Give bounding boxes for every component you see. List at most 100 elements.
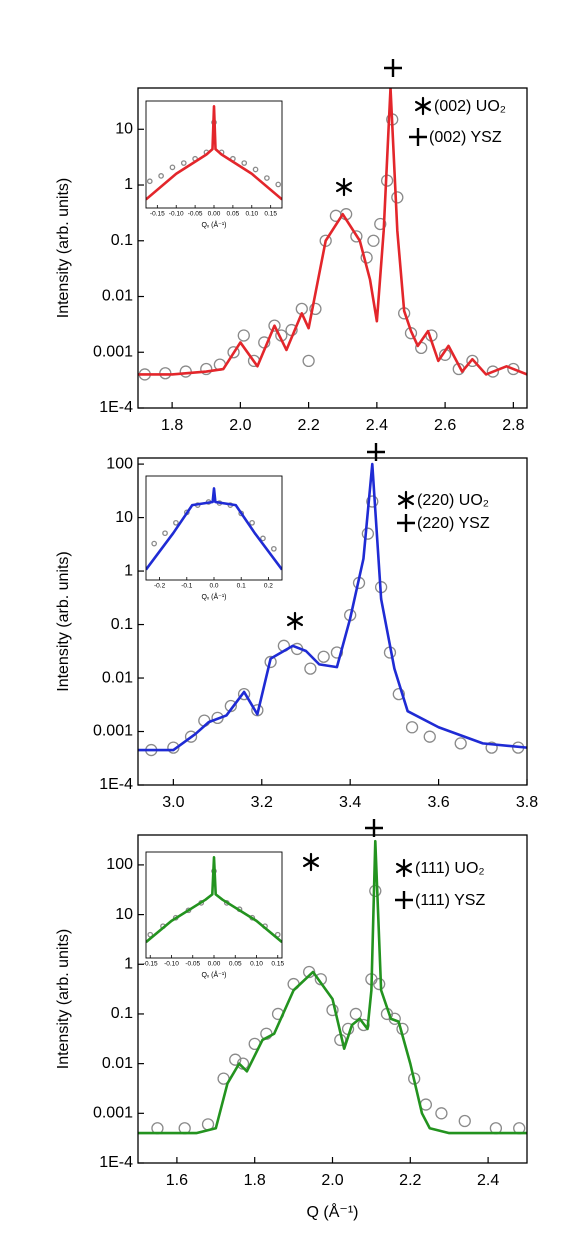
data-point xyxy=(466,354,479,368)
y-tick-label: 1 xyxy=(124,562,133,579)
data-point xyxy=(227,346,240,359)
data-point xyxy=(458,1114,471,1128)
data-point xyxy=(264,655,277,669)
asterisk-stroke xyxy=(395,862,413,874)
x-tick-label: 3.6 xyxy=(427,794,449,811)
x-tick-label: 3.2 xyxy=(251,794,273,811)
inset-x-tick-label: -0.15 xyxy=(150,211,165,218)
fit-line xyxy=(146,105,282,201)
inset-x-tick-label: -0.10 xyxy=(164,961,179,968)
annotation-label: (111) YSZ xyxy=(415,892,485,909)
data-point xyxy=(249,519,255,526)
x-tick-label: 2.2 xyxy=(297,417,319,434)
data-point xyxy=(162,530,168,537)
data-point xyxy=(366,495,379,508)
inset-x-tick-label: 0.05 xyxy=(227,211,240,218)
data-point xyxy=(179,365,192,378)
y-tick-label: 1E-4 xyxy=(99,776,133,793)
y-tick-label: 10 xyxy=(115,906,133,923)
data-point xyxy=(241,160,248,166)
data-point xyxy=(302,354,315,368)
data-point xyxy=(169,164,176,171)
data-point xyxy=(373,977,386,991)
data-point xyxy=(158,173,164,179)
data-point xyxy=(388,1012,401,1025)
inset-x-tick-label: 0.05 xyxy=(229,961,242,968)
data-point xyxy=(374,217,387,231)
x-axis-label: Q (Å⁻¹) xyxy=(307,1202,359,1221)
inset-x-axis-label: Qₓ (Å⁻¹) xyxy=(201,592,226,601)
x-tick-label: 1.8 xyxy=(244,1172,266,1189)
x-tick-label: 2.8 xyxy=(502,417,524,434)
data-point xyxy=(309,302,322,316)
x-tick-label: 1.6 xyxy=(166,1172,188,1189)
inset-x-tick-label: -0.1 xyxy=(181,583,193,590)
asterisk-stroke xyxy=(397,494,415,506)
data-point xyxy=(275,181,282,188)
data-point xyxy=(252,166,259,173)
cross-symbol xyxy=(384,59,402,77)
data-point xyxy=(485,741,498,754)
inset-x-tick-label: 0.2 xyxy=(264,583,273,590)
y-tick-label: 10 xyxy=(115,509,133,526)
annotation-label: (002) UO₂ xyxy=(434,98,506,115)
data-point xyxy=(151,540,158,547)
y-tick-label: 10 xyxy=(115,120,133,137)
y-axis-label: Intensity (arb. units) xyxy=(55,929,72,1070)
inset-x-tick-label: -0.10 xyxy=(169,211,184,218)
data-point xyxy=(237,329,250,342)
inset-x-tick-label: -0.15 xyxy=(143,961,158,968)
inset-x-tick-label: 0.10 xyxy=(245,211,258,218)
x-tick-label: 3.4 xyxy=(339,794,361,811)
y-tick-label: 0.001 xyxy=(93,343,133,360)
data-point xyxy=(349,1007,362,1021)
inset-frame xyxy=(145,475,283,581)
data-point xyxy=(454,737,467,750)
fit-line xyxy=(146,856,282,944)
data-point xyxy=(237,687,251,701)
data-point xyxy=(392,687,405,701)
y-tick-label: 0.01 xyxy=(102,1055,133,1072)
asterisk-symbol xyxy=(395,858,413,878)
y-tick-label: 0.01 xyxy=(102,669,133,686)
inset-x-tick-label: 0.15 xyxy=(264,211,277,218)
data-point xyxy=(423,730,436,743)
x-tick-label: 3.8 xyxy=(516,794,538,811)
data-point xyxy=(260,535,266,542)
x-tick-label: 3.0 xyxy=(162,794,184,811)
y-tick-label: 0.1 xyxy=(111,1005,133,1022)
data-point xyxy=(391,191,404,204)
asterisk-symbol xyxy=(286,611,304,631)
y-tick-label: 0.1 xyxy=(111,232,133,249)
data-point xyxy=(184,730,198,743)
data-point xyxy=(173,519,179,526)
data-point xyxy=(304,662,317,675)
x-tick-label: 2.4 xyxy=(477,1172,499,1189)
x-tick-label: 2.4 xyxy=(366,417,388,434)
data-point xyxy=(264,175,270,181)
asterisk-symbol xyxy=(414,96,432,116)
y-axis-label: Intensity (arb. units) xyxy=(55,178,72,319)
x-tick-label: 2.6 xyxy=(434,417,456,434)
annotation-label: (220) UO₂ xyxy=(417,492,489,509)
inset-x-tick-label: -0.05 xyxy=(185,961,200,968)
x-tick-label: 1.8 xyxy=(161,417,183,434)
x-tick-label: 2.2 xyxy=(399,1172,421,1189)
data-point xyxy=(180,160,187,166)
y-tick-label: 1 xyxy=(124,176,133,193)
asterisk-stroke xyxy=(335,181,353,193)
cross-symbol xyxy=(367,443,385,461)
data-point xyxy=(486,365,500,378)
data-point xyxy=(367,234,380,247)
y-axis-label: Intensity (arb. units) xyxy=(55,551,72,692)
asterisk-symbol xyxy=(302,852,320,872)
y-tick-label: 0.01 xyxy=(102,288,133,305)
asterisk-stroke xyxy=(286,615,304,627)
inset-frame xyxy=(145,851,283,959)
y-tick-label: 1E-4 xyxy=(99,399,133,416)
plot-frame xyxy=(137,457,528,786)
data-point xyxy=(435,1107,448,1120)
data-point xyxy=(146,178,153,185)
